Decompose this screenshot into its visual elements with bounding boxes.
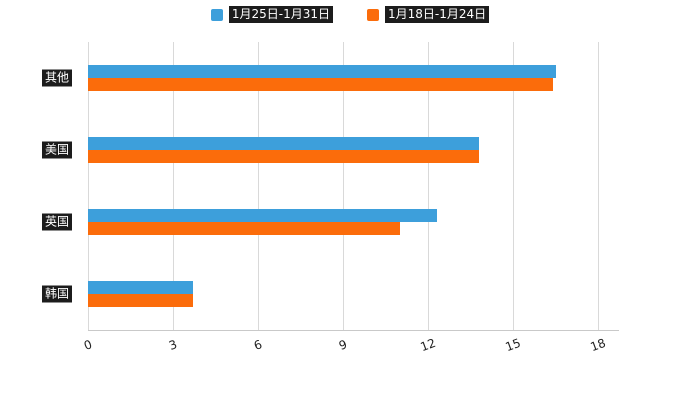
chart-legend: 1月25日-1月31日 1月18日-1月24日: [0, 6, 700, 23]
plot-area: 0 3 6 9 12 15 18 其他美国英国韩国: [41, 42, 619, 354]
y-axis-label-2: 英国: [41, 213, 72, 231]
y-axis-label-1: 美国: [41, 141, 72, 159]
x-tick-label-9: 9: [337, 337, 349, 353]
legend-swatch-blue: [210, 8, 223, 21]
bar-series2-其他[interactable]: [88, 78, 553, 91]
gridline-x-0: [88, 42, 89, 330]
bar-series1-其他[interactable]: [88, 65, 556, 78]
x-tick-label-18: 18: [588, 335, 608, 355]
legend-item-week-jan18-24[interactable]: 1月18日-1月24日: [367, 6, 490, 23]
gridline-x-15: [513, 42, 514, 330]
bar-series2-韩国[interactable]: [88, 294, 193, 307]
bar-series1-英国[interactable]: [88, 209, 437, 222]
y-axis-label-0: 其他: [41, 69, 72, 87]
legend-item-week-jan25-31[interactable]: 1月25日-1月31日: [210, 6, 333, 23]
gridline-x-3: [173, 42, 174, 330]
x-axis-line: [88, 330, 619, 331]
bar-series2-美国[interactable]: [88, 150, 479, 163]
x-tick-label-0: 0: [82, 337, 94, 353]
x-tick-label-6: 6: [252, 337, 264, 353]
gridline-x-12: [428, 42, 429, 330]
x-tick-label-12: 12: [418, 335, 438, 355]
x-tick-label-3: 3: [167, 337, 179, 353]
legend-label-week-jan18-24: 1月18日-1月24日: [385, 6, 490, 23]
bar-series2-英国[interactable]: [88, 222, 400, 235]
x-tick-label-15: 15: [503, 335, 523, 355]
bar-series1-韩国[interactable]: [88, 281, 193, 294]
bar-series1-美国[interactable]: [88, 137, 479, 150]
gridline-x-18: [598, 42, 599, 330]
legend-label-week-jan25-31: 1月25日-1月31日: [228, 6, 333, 23]
y-axis-label-3: 韩国: [41, 285, 72, 303]
gridline-x-6: [258, 42, 259, 330]
legend-swatch-orange: [367, 8, 379, 21]
gridline-x-9: [343, 42, 344, 330]
